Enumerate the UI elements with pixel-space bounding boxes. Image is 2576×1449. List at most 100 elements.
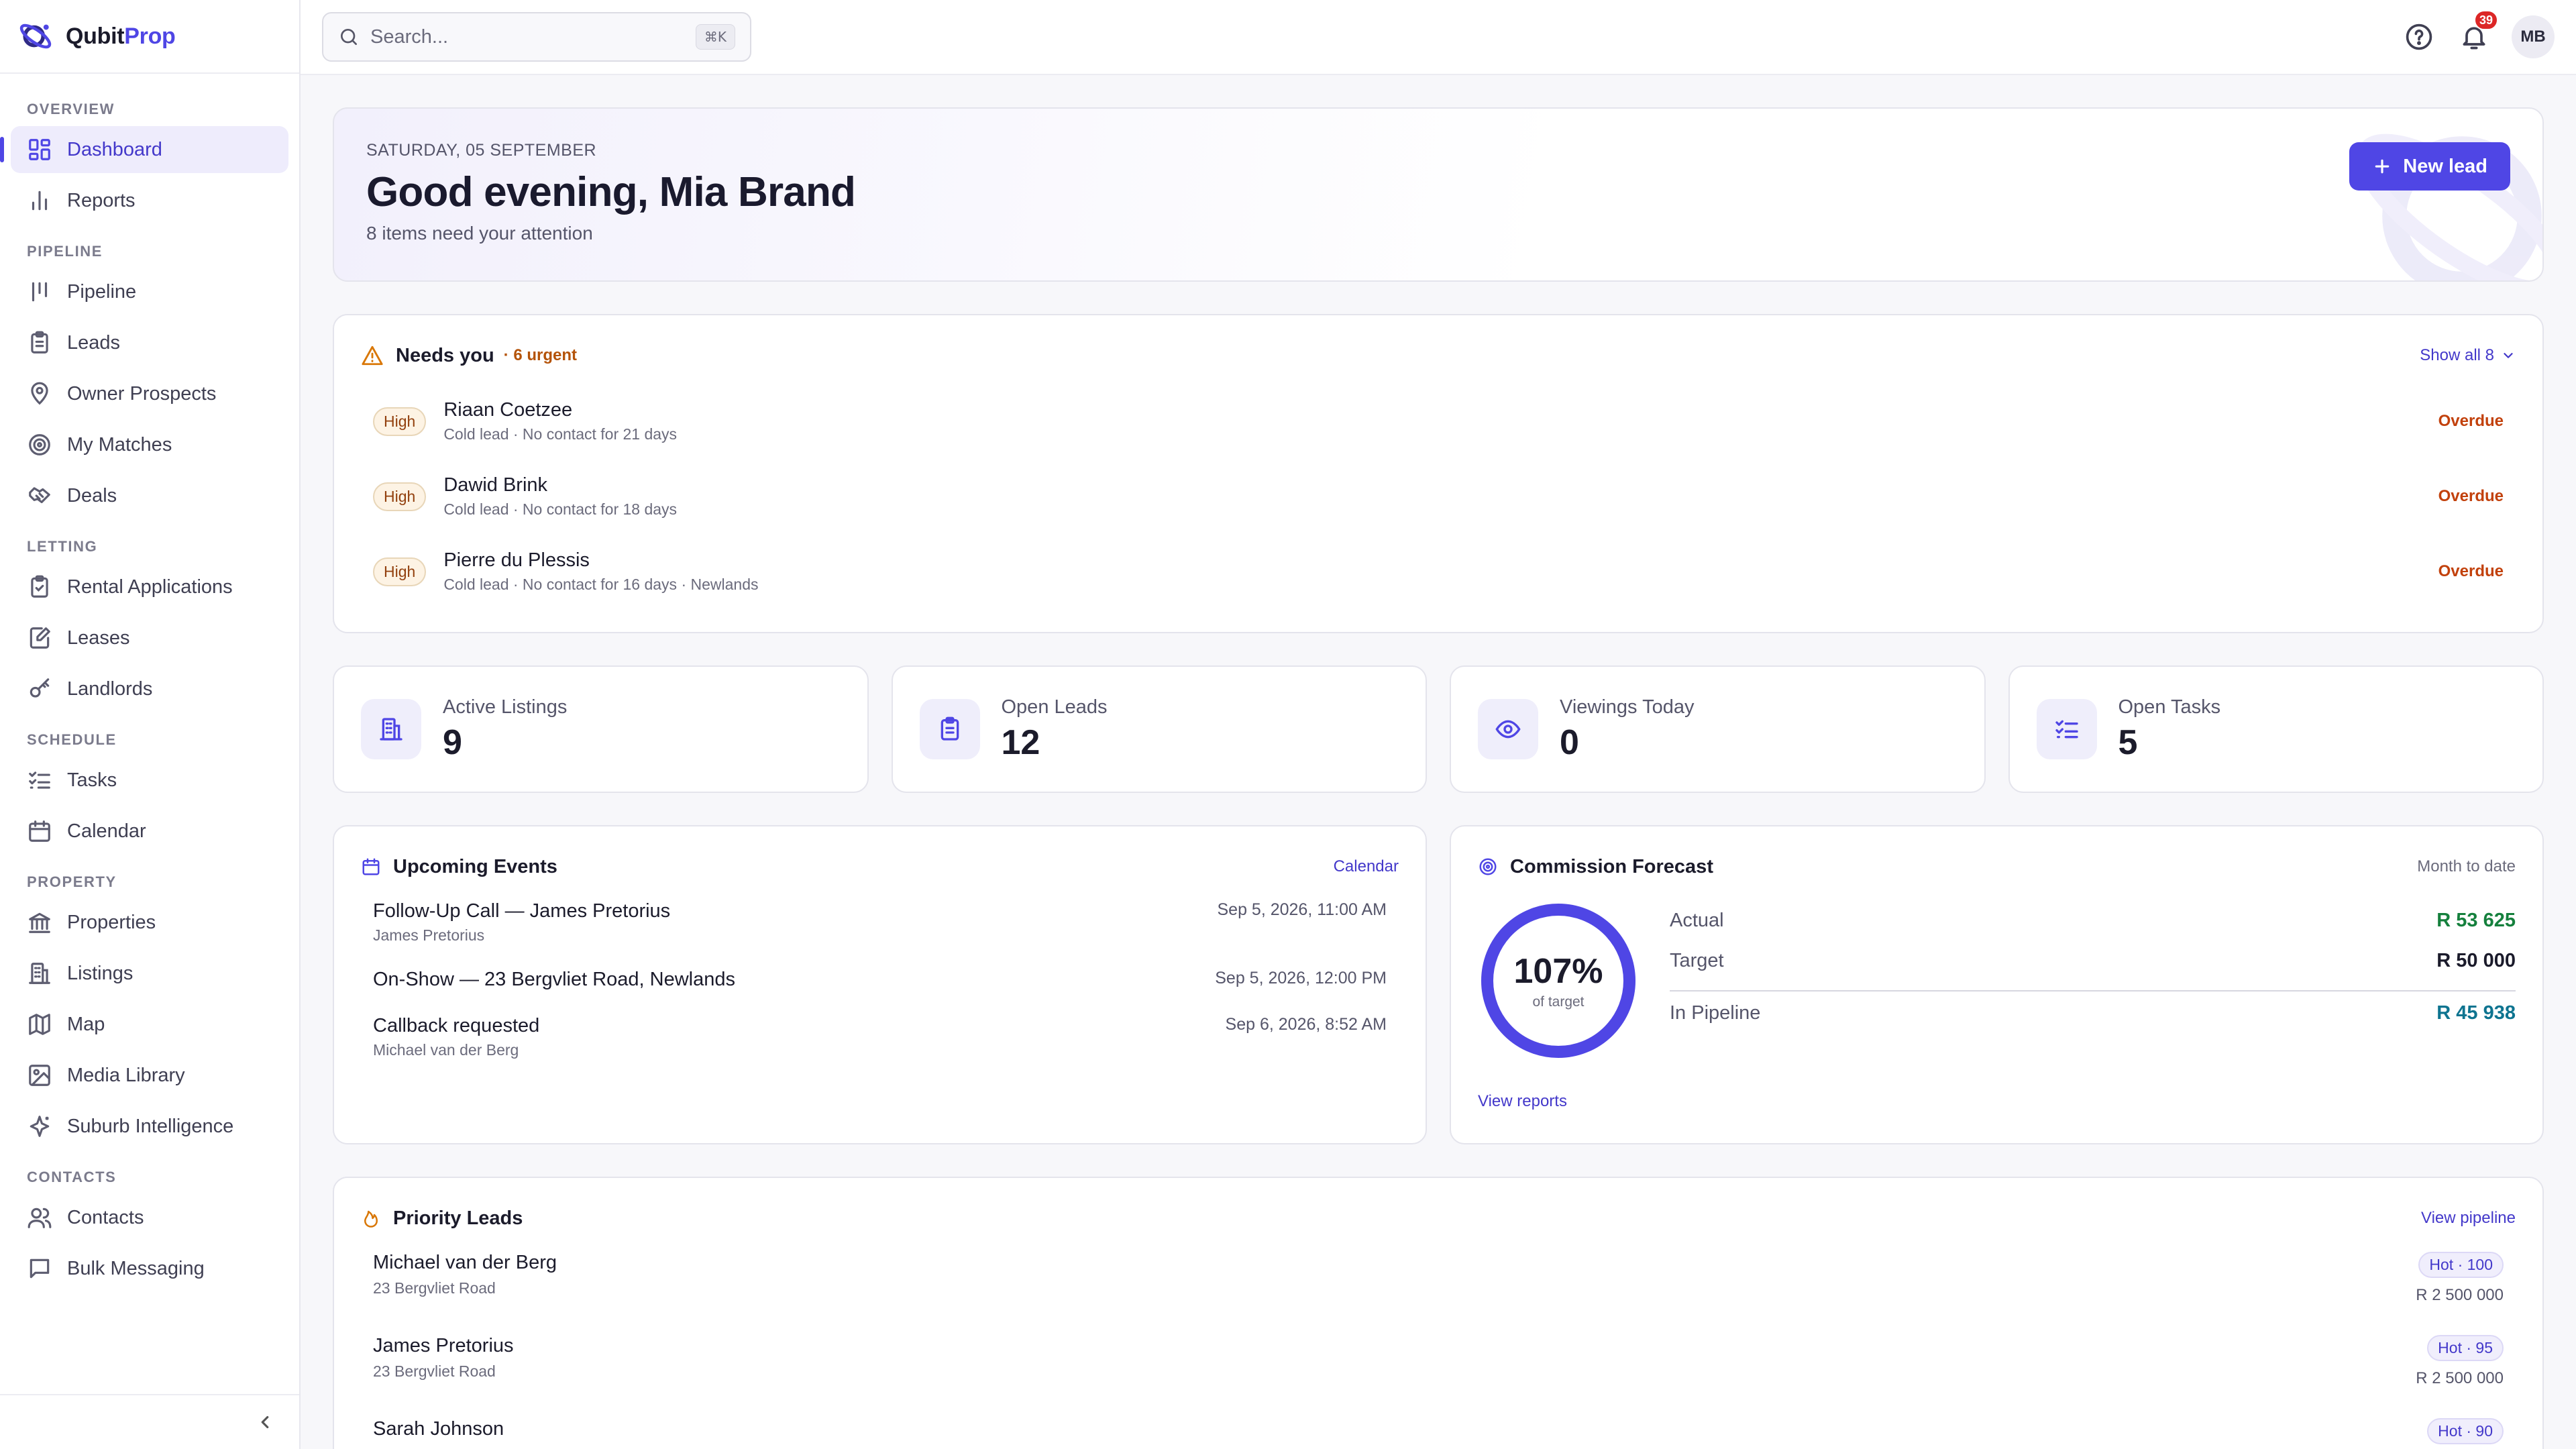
stat-card-open-leads[interactable]: Open Leads 12: [891, 665, 1427, 793]
lead-row[interactable]: James Pretorius 23 Bergvliet Road Hot · 95…: [361, 1335, 2516, 1418]
notification-badge: 39: [2473, 10, 2498, 30]
pipeline-icon: [27, 279, 52, 305]
sidebar-item-leases[interactable]: Leases: [11, 614, 288, 661]
overdue-status: Overdue: [2438, 562, 2504, 580]
nav-section-title: CONTACTS: [27, 1169, 117, 1185]
warning-icon: [361, 344, 384, 367]
nav-section-title: PIPELINE: [27, 243, 103, 260]
sidebar-item-reports[interactable]: Reports: [11, 177, 288, 224]
bar-chart-icon: [27, 188, 52, 213]
needs-list: High Riaan Coetzee Cold lead · No contact …: [361, 384, 2516, 609]
calendar-link[interactable]: Calendar: [1333, 857, 1399, 875]
lead-row[interactable]: Michael van der Berg 23 Bergvliet Road Hot…: [361, 1252, 2516, 1335]
greeting-subtitle: 8 items need your attention: [366, 223, 593, 244]
sidebar-item-contacts[interactable]: Contacts: [11, 1194, 288, 1241]
stat-value: 5: [2118, 722, 2138, 762]
brand-name-part: Qubit: [66, 23, 125, 49]
sidebar-item-tasks[interactable]: Tasks: [11, 757, 288, 804]
sidebar-item-media-library[interactable]: Media Library: [11, 1052, 288, 1099]
avatar[interactable]: MB: [2512, 15, 2555, 58]
view-reports-link[interactable]: View reports: [1478, 1092, 1567, 1110]
event-date: Sep 5, 2026, 12:00 PM: [1215, 969, 1387, 987]
progress-ring-graphic: [1481, 904, 1635, 1058]
search-input[interactable]: Search... ⌘K: [322, 12, 751, 62]
nav-section-title: SCHEDULE: [27, 731, 117, 748]
hot-score-badge: Hot · 100: [2418, 1252, 2504, 1278]
commission-forecast-card: Commission Forecast Month to date 107% o…: [1450, 825, 2544, 1144]
key-icon: [27, 676, 52, 702]
lead-row[interactable]: Sarah Johnson Hot · 90: [361, 1418, 2516, 1449]
sidebar-item-label: Rental Applications: [67, 576, 233, 598]
events-header: Upcoming Events Calendar: [361, 853, 1399, 880]
stat-icon-box: [919, 699, 980, 759]
sidebar-item-calendar[interactable]: Calendar: [11, 808, 288, 855]
stat-value: 12: [1001, 722, 1040, 762]
sidebar-item-map[interactable]: Map: [11, 1001, 288, 1048]
collapse-sidebar-icon[interactable]: [255, 1412, 275, 1432]
stat-card-active-listings[interactable]: Active Listings 9: [333, 665, 869, 793]
new-lead-button[interactable]: New lead: [2349, 142, 2510, 191]
needs-row-text: Dawid Brink Cold lead · No contact for 18…: [443, 474, 677, 519]
stat-icon-box: [361, 699, 421, 759]
event-date: Sep 6, 2026, 8:52 AM: [1225, 1015, 1387, 1034]
lead-address: 23 Bergvliet Road: [373, 1279, 496, 1297]
sidebar-item-owner-prospects[interactable]: Owner Prospects: [11, 370, 288, 417]
needs-you-header: Needs you · 6 urgent Show all 8: [361, 342, 2516, 369]
plus-icon: [2372, 156, 2392, 176]
brand[interactable]: QubitProp: [0, 0, 299, 74]
sidebar-item-label: Suburb Intelligence: [67, 1115, 234, 1137]
target-label: Target: [1670, 949, 1724, 971]
sidebar-item-suburb-intelligence[interactable]: Suburb Intelligence: [11, 1103, 288, 1150]
priority-badge: High: [373, 407, 427, 436]
event-item[interactable]: Follow-Up Call — James Pretorius James Pr…: [361, 900, 1399, 945]
sidebar-item-leads[interactable]: Leads: [11, 319, 288, 366]
lead-name: James Pretorius: [373, 1335, 514, 1356]
needs-row-name: Dawid Brink: [443, 474, 548, 496]
stat-text: Open Tasks 5: [2118, 696, 2221, 763]
sidebar-item-label: Bulk Messaging: [67, 1257, 205, 1279]
sidebar-item-landlords[interactable]: Landlords: [11, 665, 288, 712]
help-button[interactable]: [2404, 22, 2434, 52]
forecast-header: Commission Forecast Month to date: [1478, 853, 2516, 880]
stat-icon-box: [1478, 699, 1538, 759]
needs-row[interactable]: High Dawid Brink Cold lead · No contact fo…: [361, 459, 2516, 534]
priority-header: Priority Leads View pipeline: [361, 1205, 2516, 1232]
notifications-button[interactable]: 39: [2459, 10, 2498, 52]
sidebar-item-label: Reports: [67, 189, 136, 211]
progress-ring-arc: [1481, 904, 1635, 1058]
event-date: Sep 5, 2026, 11:00 AM: [1217, 900, 1387, 919]
of-target-label: of target: [1532, 994, 1585, 1010]
sidebar-item-bulk-messaging[interactable]: Bulk Messaging: [11, 1245, 288, 1292]
sidebar-item-deals[interactable]: Deals: [11, 472, 288, 519]
forecast-pipeline-row: In Pipeline R 45 938: [1670, 990, 2516, 1030]
sparkles-icon: [27, 1114, 52, 1139]
needs-you-title: Needs you: [396, 344, 494, 366]
needs-row[interactable]: High Pierre du Plessis Cold lead · No cont…: [361, 534, 2516, 609]
lead-address: 23 Bergvliet Road: [373, 1362, 496, 1380]
sidebar-item-listings[interactable]: Listings: [11, 950, 288, 997]
needs-row-detail: Cold lead · No contact for 16 days · New…: [443, 576, 759, 593]
needs-row[interactable]: High Riaan Coetzee Cold lead · No contact …: [361, 384, 2516, 459]
stat-card-viewings-today[interactable]: Viewings Today 0: [1450, 665, 1986, 793]
sidebar-item-my-matches[interactable]: My Matches: [11, 421, 288, 468]
overdue-status: Overdue: [2438, 412, 2504, 430]
event-item[interactable]: On-Show — 23 Bergvliet Road, Newlands Sep…: [361, 969, 1399, 991]
event-item[interactable]: Callback requested Michael van der Berg Se…: [361, 1015, 1399, 1059]
stat-icon-box: [2036, 699, 2097, 759]
forecast-target-row: Target R 50 000: [1670, 941, 2516, 981]
sidebar-item-dashboard[interactable]: Dashboard: [0, 126, 288, 173]
events-list: Follow-Up Call — James Pretorius James Pr…: [361, 900, 1399, 1059]
view-pipeline-link[interactable]: View pipeline: [2421, 1209, 2516, 1227]
sidebar-item-label: Listings: [67, 962, 133, 984]
main: Search... ⌘K 39 MB SAT: [301, 0, 2576, 1449]
stat-card-open-tasks[interactable]: Open Tasks 5: [2008, 665, 2544, 793]
sidebar-item-pipeline[interactable]: Pipeline: [11, 268, 288, 315]
sidebar-item-properties[interactable]: Properties: [11, 899, 288, 946]
sidebar-item-label: Map: [67, 1013, 105, 1035]
priority-title: Priority Leads: [393, 1207, 523, 1229]
search-placeholder: Search...: [370, 25, 449, 48]
nav-section-title: PROPERTY: [27, 873, 117, 890]
needs-row-detail: Cold lead · No contact for 21 days: [443, 425, 678, 443]
show-all-button[interactable]: Show all 8: [2420, 346, 2516, 365]
sidebar-item-rental-applications[interactable]: Rental Applications: [11, 564, 288, 610]
